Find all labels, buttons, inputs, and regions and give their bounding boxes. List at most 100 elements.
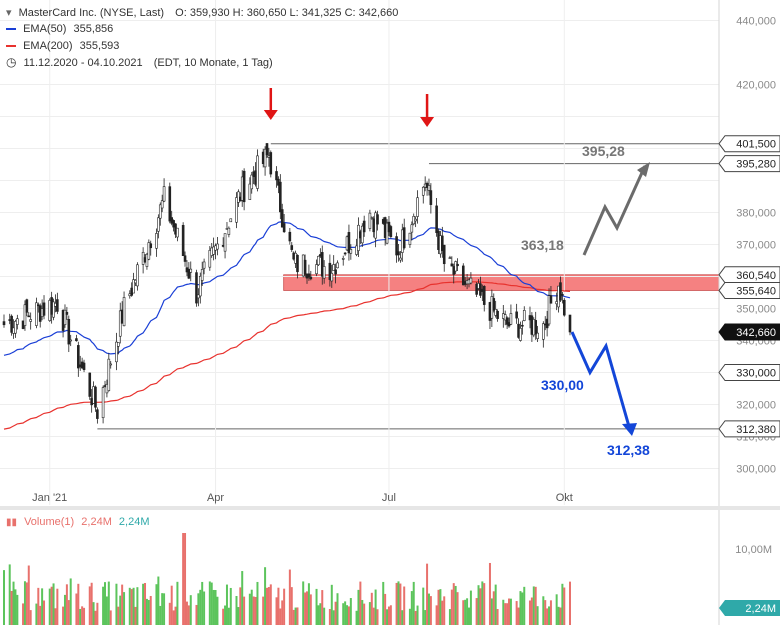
ema50-line (3, 221, 571, 356)
volume-bar (208, 581, 211, 625)
volume-bar (77, 583, 80, 625)
candle-body (242, 170, 246, 203)
volume-bar (549, 600, 552, 625)
volume-bar (254, 596, 257, 625)
volume-bar (65, 584, 68, 625)
volume-bar (452, 583, 455, 625)
candle-body (160, 200, 164, 209)
volume-bar (515, 601, 518, 625)
candle-body (155, 233, 158, 249)
volume-bar (163, 593, 166, 625)
candle-body (414, 218, 417, 222)
candle-body (492, 298, 496, 311)
volume-bar (349, 598, 352, 625)
candle-body (349, 249, 353, 254)
volume-bar (12, 581, 15, 625)
volume-bar (115, 583, 118, 625)
volume-bar (161, 593, 164, 625)
candle-body (149, 243, 153, 249)
volume-bar (376, 609, 379, 625)
volume-bar (195, 604, 198, 625)
volume-bar (532, 586, 535, 625)
ema200-swatch (6, 45, 16, 48)
volume-bar (306, 591, 309, 625)
price-badge-label: 395,280 (736, 159, 776, 171)
volume-bar (559, 607, 562, 625)
candles-layer (2, 143, 572, 424)
volume-bar (519, 591, 522, 625)
volume-bar (267, 587, 270, 625)
volume-bar (292, 609, 295, 625)
volume-bar (105, 596, 108, 625)
candle-body (82, 362, 86, 370)
candle-body (322, 266, 326, 279)
resistance-zone-layer (283, 274, 720, 291)
volume-bar (429, 596, 432, 625)
legend-range-note: (EDT, 10 Monate, 1 Tag) (153, 57, 273, 69)
candle-body (37, 304, 40, 307)
volume-bar (563, 587, 566, 625)
volume-bar (309, 594, 312, 625)
volume-bar (536, 606, 539, 625)
volume-bar (123, 592, 126, 625)
volume-bar (119, 595, 122, 625)
bullish-projection (582, 165, 647, 256)
candle-body (435, 205, 438, 233)
volume-bar (92, 602, 95, 625)
candle-body (14, 321, 17, 334)
candle-body (67, 318, 71, 345)
volume-bar (128, 587, 131, 625)
candle-body (505, 317, 509, 325)
chevron-icon[interactable]: ▾ (6, 7, 12, 19)
candle-body (27, 315, 31, 318)
volume-bar (67, 600, 70, 625)
candle-body (42, 302, 46, 316)
volume-bar (241, 571, 244, 625)
legend-ohlc: O: 359,930 H: 360,650 L: 341,325 C: 342,… (175, 7, 399, 19)
volume-bar (239, 587, 242, 625)
volume-bar (435, 605, 438, 625)
candle-body (147, 242, 151, 260)
candle-body (117, 342, 120, 347)
candle-body (562, 299, 566, 316)
candle-body (374, 212, 377, 239)
candle-body (216, 243, 219, 250)
volume-bar (328, 609, 331, 625)
price-badge (718, 420, 780, 438)
volume-bar (90, 582, 93, 625)
volume-badge-label: 2,24M (745, 603, 776, 615)
volume-bar (454, 585, 457, 625)
candle-body (408, 232, 412, 245)
volume-bar (256, 581, 259, 625)
volume-bar (212, 589, 215, 625)
volume-bar (8, 564, 11, 625)
volume-bar (109, 610, 112, 625)
candle-body (461, 265, 465, 286)
candle-body (332, 264, 335, 271)
volume-bar (157, 576, 160, 625)
candle-body (158, 204, 162, 219)
volume-bar (214, 590, 217, 625)
candle-body (35, 302, 38, 326)
volume-bar (147, 600, 150, 625)
candle-body (279, 181, 282, 213)
volume-bar (182, 533, 185, 625)
volume-bar (357, 589, 360, 625)
volume-bar (557, 606, 560, 625)
candle-body (522, 310, 526, 321)
volume-bar (416, 605, 419, 625)
ema-layer (3, 221, 571, 430)
volume-bar (467, 607, 470, 625)
price-badge-label: 330,000 (736, 368, 776, 380)
volume-bar (269, 584, 272, 625)
candle-body (296, 254, 299, 273)
candle-body (136, 264, 139, 287)
candle-body (416, 197, 419, 217)
volume-bar (534, 586, 537, 625)
volume-bar (159, 605, 162, 625)
candle-body (29, 319, 32, 322)
candle-body (421, 186, 425, 196)
candle-body (559, 282, 562, 301)
legend-volume-value-1: 2,24M (81, 516, 112, 528)
volume-bar (321, 590, 324, 625)
